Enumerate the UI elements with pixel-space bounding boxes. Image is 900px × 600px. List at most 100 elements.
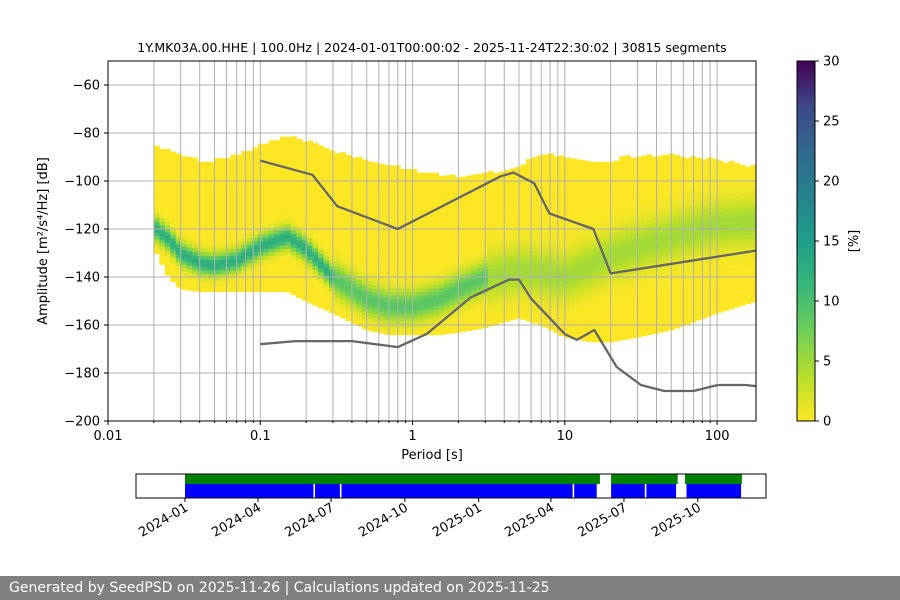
heat-cell	[307, 230, 314, 235]
heat-cell	[547, 185, 555, 191]
heat-cell	[208, 284, 215, 289]
heat-cell	[619, 174, 626, 179]
heat-cell	[312, 236, 319, 241]
heat-cell	[608, 240, 615, 246]
heat-cell	[186, 214, 193, 219]
heat-cell	[493, 270, 500, 275]
heat-cell	[181, 192, 188, 197]
heat-cell	[547, 290, 555, 295]
heat-cell	[498, 185, 505, 191]
heat-cell	[553, 228, 560, 233]
heat-cell	[487, 289, 494, 295]
heat-cell	[339, 184, 347, 189]
heat-cell	[170, 155, 177, 160]
heat-cell	[537, 277, 544, 282]
heat-cell	[739, 254, 746, 260]
heat-cell	[471, 217, 478, 222]
heat-cell	[580, 307, 587, 313]
heat-cell	[602, 262, 609, 267]
heat-cell	[569, 165, 576, 170]
heat-cell	[296, 207, 303, 212]
heat-cell	[334, 307, 341, 313]
heat-cell	[378, 242, 385, 248]
heat-cell	[389, 331, 396, 336]
heat-cell	[203, 161, 210, 166]
heat-cell	[274, 215, 281, 220]
heat-cell	[405, 302, 412, 307]
heat-cell	[750, 233, 756, 238]
heat-cell	[526, 270, 533, 275]
heat-cell	[422, 172, 429, 177]
heat-cell	[471, 214, 478, 219]
heat-cell	[416, 233, 423, 238]
heat-cell	[509, 244, 516, 249]
heat-cell	[641, 256, 648, 261]
heat-cell	[542, 211, 549, 217]
heat-cell	[575, 198, 582, 204]
heat-cell	[646, 222, 653, 228]
heat-cell	[537, 230, 544, 236]
heat-cell	[537, 313, 544, 318]
heat-cell	[537, 317, 544, 322]
heat-cell	[542, 165, 549, 170]
heat-cell	[597, 197, 604, 202]
heat-cell	[274, 183, 281, 188]
heat-cell	[498, 268, 505, 273]
heat-cell	[641, 245, 648, 250]
heat-cell	[586, 316, 593, 321]
heat-cell	[246, 269, 253, 274]
heat-cell	[487, 257, 494, 262]
heat-cell	[230, 165, 237, 170]
heat-cell	[586, 182, 593, 188]
heat-cell	[329, 186, 336, 191]
heat-cell	[608, 194, 615, 199]
heat-cell	[301, 242, 308, 247]
heat-cell	[268, 269, 275, 274]
heat-cell	[383, 182, 390, 188]
heat-cell	[285, 176, 292, 181]
heat-cell	[203, 259, 210, 264]
heat-cell	[312, 143, 319, 148]
heat-cell	[465, 211, 472, 216]
heat-cell	[476, 242, 483, 247]
heat-cell	[323, 184, 330, 189]
heat-cell	[350, 222, 357, 227]
heat-cell	[301, 267, 308, 272]
heat-cell	[580, 196, 587, 201]
heat-cell	[750, 186, 756, 191]
heat-cell	[372, 173, 379, 178]
heat-cell	[547, 171, 555, 176]
heat-cell	[400, 305, 407, 310]
heat-cell	[318, 152, 325, 157]
heat-cell	[750, 255, 756, 260]
heat-cell	[181, 278, 188, 283]
heat-cell	[460, 252, 467, 257]
heat-cell	[323, 306, 330, 311]
heat-cell	[246, 172, 253, 177]
heat-cell	[695, 251, 702, 256]
heat-cell	[537, 248, 544, 254]
heat-cell	[312, 261, 319, 267]
heat-cell	[542, 280, 549, 285]
heat-cell	[739, 229, 746, 234]
heat-cell	[356, 286, 363, 291]
heat-cell	[383, 254, 390, 260]
heat-cell	[334, 196, 341, 201]
heat-cell	[296, 196, 303, 201]
heat-cell	[526, 187, 533, 192]
heat-cell	[318, 206, 325, 211]
heat-cell	[641, 220, 648, 225]
heat-cell	[537, 238, 544, 243]
heat-cell	[219, 284, 226, 289]
heat-cell	[493, 223, 500, 228]
heat-cell	[345, 244, 352, 250]
heat-cell	[323, 256, 330, 261]
heat-cell	[263, 230, 270, 235]
heat-cell	[531, 254, 538, 259]
heat-cell	[509, 190, 516, 195]
colorbar-tick-label: 25	[823, 115, 840, 130]
heat-cell	[323, 266, 330, 272]
heat-cell	[241, 215, 248, 220]
heat-cell	[422, 295, 429, 300]
heat-cell	[186, 218, 193, 223]
